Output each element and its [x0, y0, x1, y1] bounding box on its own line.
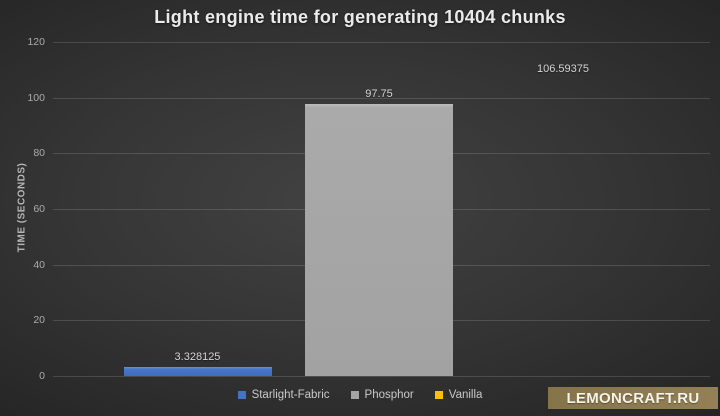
y-tick-label-0: 0 [39, 370, 45, 382]
legend-item-phosphor: Phosphor [350, 389, 414, 401]
y-tick-label-80: 80 [33, 147, 45, 160]
gridline-0 [53, 376, 710, 377]
y-tick-label-40: 40 [33, 258, 45, 271]
y-tick-label-60: 60 [33, 203, 45, 215]
legend-label-starlight-fabric: Starlight-Fabric [251, 389, 330, 401]
y-tick-label-100: 100 [27, 91, 45, 104]
watermark-text: LEMONCRAFT.RU [566, 389, 700, 407]
chart-title: Light engine time for generating 10404 c… [154, 7, 566, 27]
legend-label-phosphor: Phosphor [364, 389, 414, 401]
y-tick-label-120: 120 [27, 36, 45, 48]
legend-item-starlight-fabric: Starlight-Fabric [237, 389, 330, 401]
bar-starlight-fabric [123, 366, 272, 376]
bar-value-starlight-fabric: 3.328125 [174, 350, 221, 363]
bar-value-vanilla: 106.59375 [537, 63, 589, 76]
bar-value-phosphor: 97.75 [365, 87, 393, 100]
legend-swatch-phosphor [350, 391, 359, 399]
legend: Starlight-Fabric Phosphor Vanilla [0, 387, 720, 403]
bar-vanilla [489, 79, 637, 376]
legend-label-vanilla: Vanilla [448, 389, 483, 401]
bar-phosphor [305, 103, 453, 376]
legend-swatch-vanilla [434, 391, 443, 399]
legend-item-vanilla: Vanilla [434, 389, 483, 401]
gridline-100 [53, 97, 710, 99]
watermark-banner: LEMONCRAFT.RU [548, 387, 718, 409]
legend-swatch-starlight-fabric [237, 391, 246, 399]
y-tick-label-20: 20 [33, 314, 45, 327]
gridline-120 [53, 42, 710, 43]
